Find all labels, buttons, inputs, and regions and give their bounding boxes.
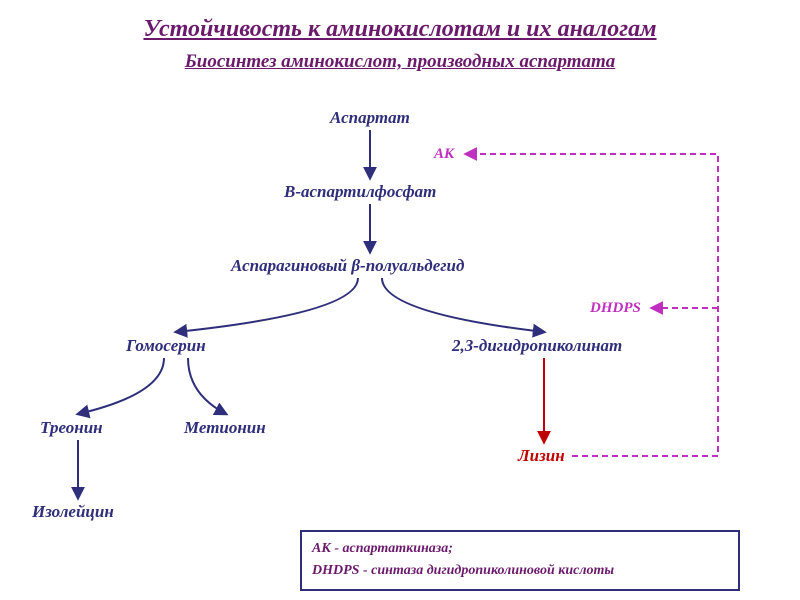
page-subtitle: Биосинтез аминокислот, производных аспар… — [0, 51, 800, 73]
node-dhp: 2,3-дигидропиколинат — [452, 336, 622, 356]
legend-line-1: АК - аспартаткиназа; — [312, 538, 728, 560]
enzyme-dhdps: DHDPS — [590, 300, 641, 317]
arrows-svg — [0, 0, 800, 600]
node-asp-semi: Аспарагиновый β-полуальдегид — [231, 256, 464, 276]
legend-abbr-2: DHDPS — [312, 563, 359, 578]
node-b-asp-phos: В-аспартилфосфат — [284, 182, 436, 202]
legend-box: АК - аспартаткиназа; DHDPS - синтаза диг… — [300, 530, 740, 591]
node-aspartate: Аспартат — [330, 108, 410, 128]
legend-abbr-1: АК — [312, 541, 331, 556]
node-lysine: Лизин — [518, 446, 565, 466]
legend-line-2: DHDPS - синтаза дигидропиколиновой кисло… — [312, 560, 728, 582]
node-threonine: Треонин — [40, 418, 103, 438]
legend-def-2: - синтаза дигидропиколиновой кислоты — [359, 563, 614, 578]
enzyme-ak: АК — [434, 146, 454, 163]
node-isoleucine: Изолейцин — [32, 502, 114, 522]
legend-def-1: - аспартаткиназа; — [331, 541, 453, 556]
node-homoserine: Гомосерин — [126, 336, 206, 356]
node-methionine: Метионин — [184, 418, 266, 438]
page-title: Устойчивость к аминокислотам и их аналог… — [0, 0, 800, 43]
